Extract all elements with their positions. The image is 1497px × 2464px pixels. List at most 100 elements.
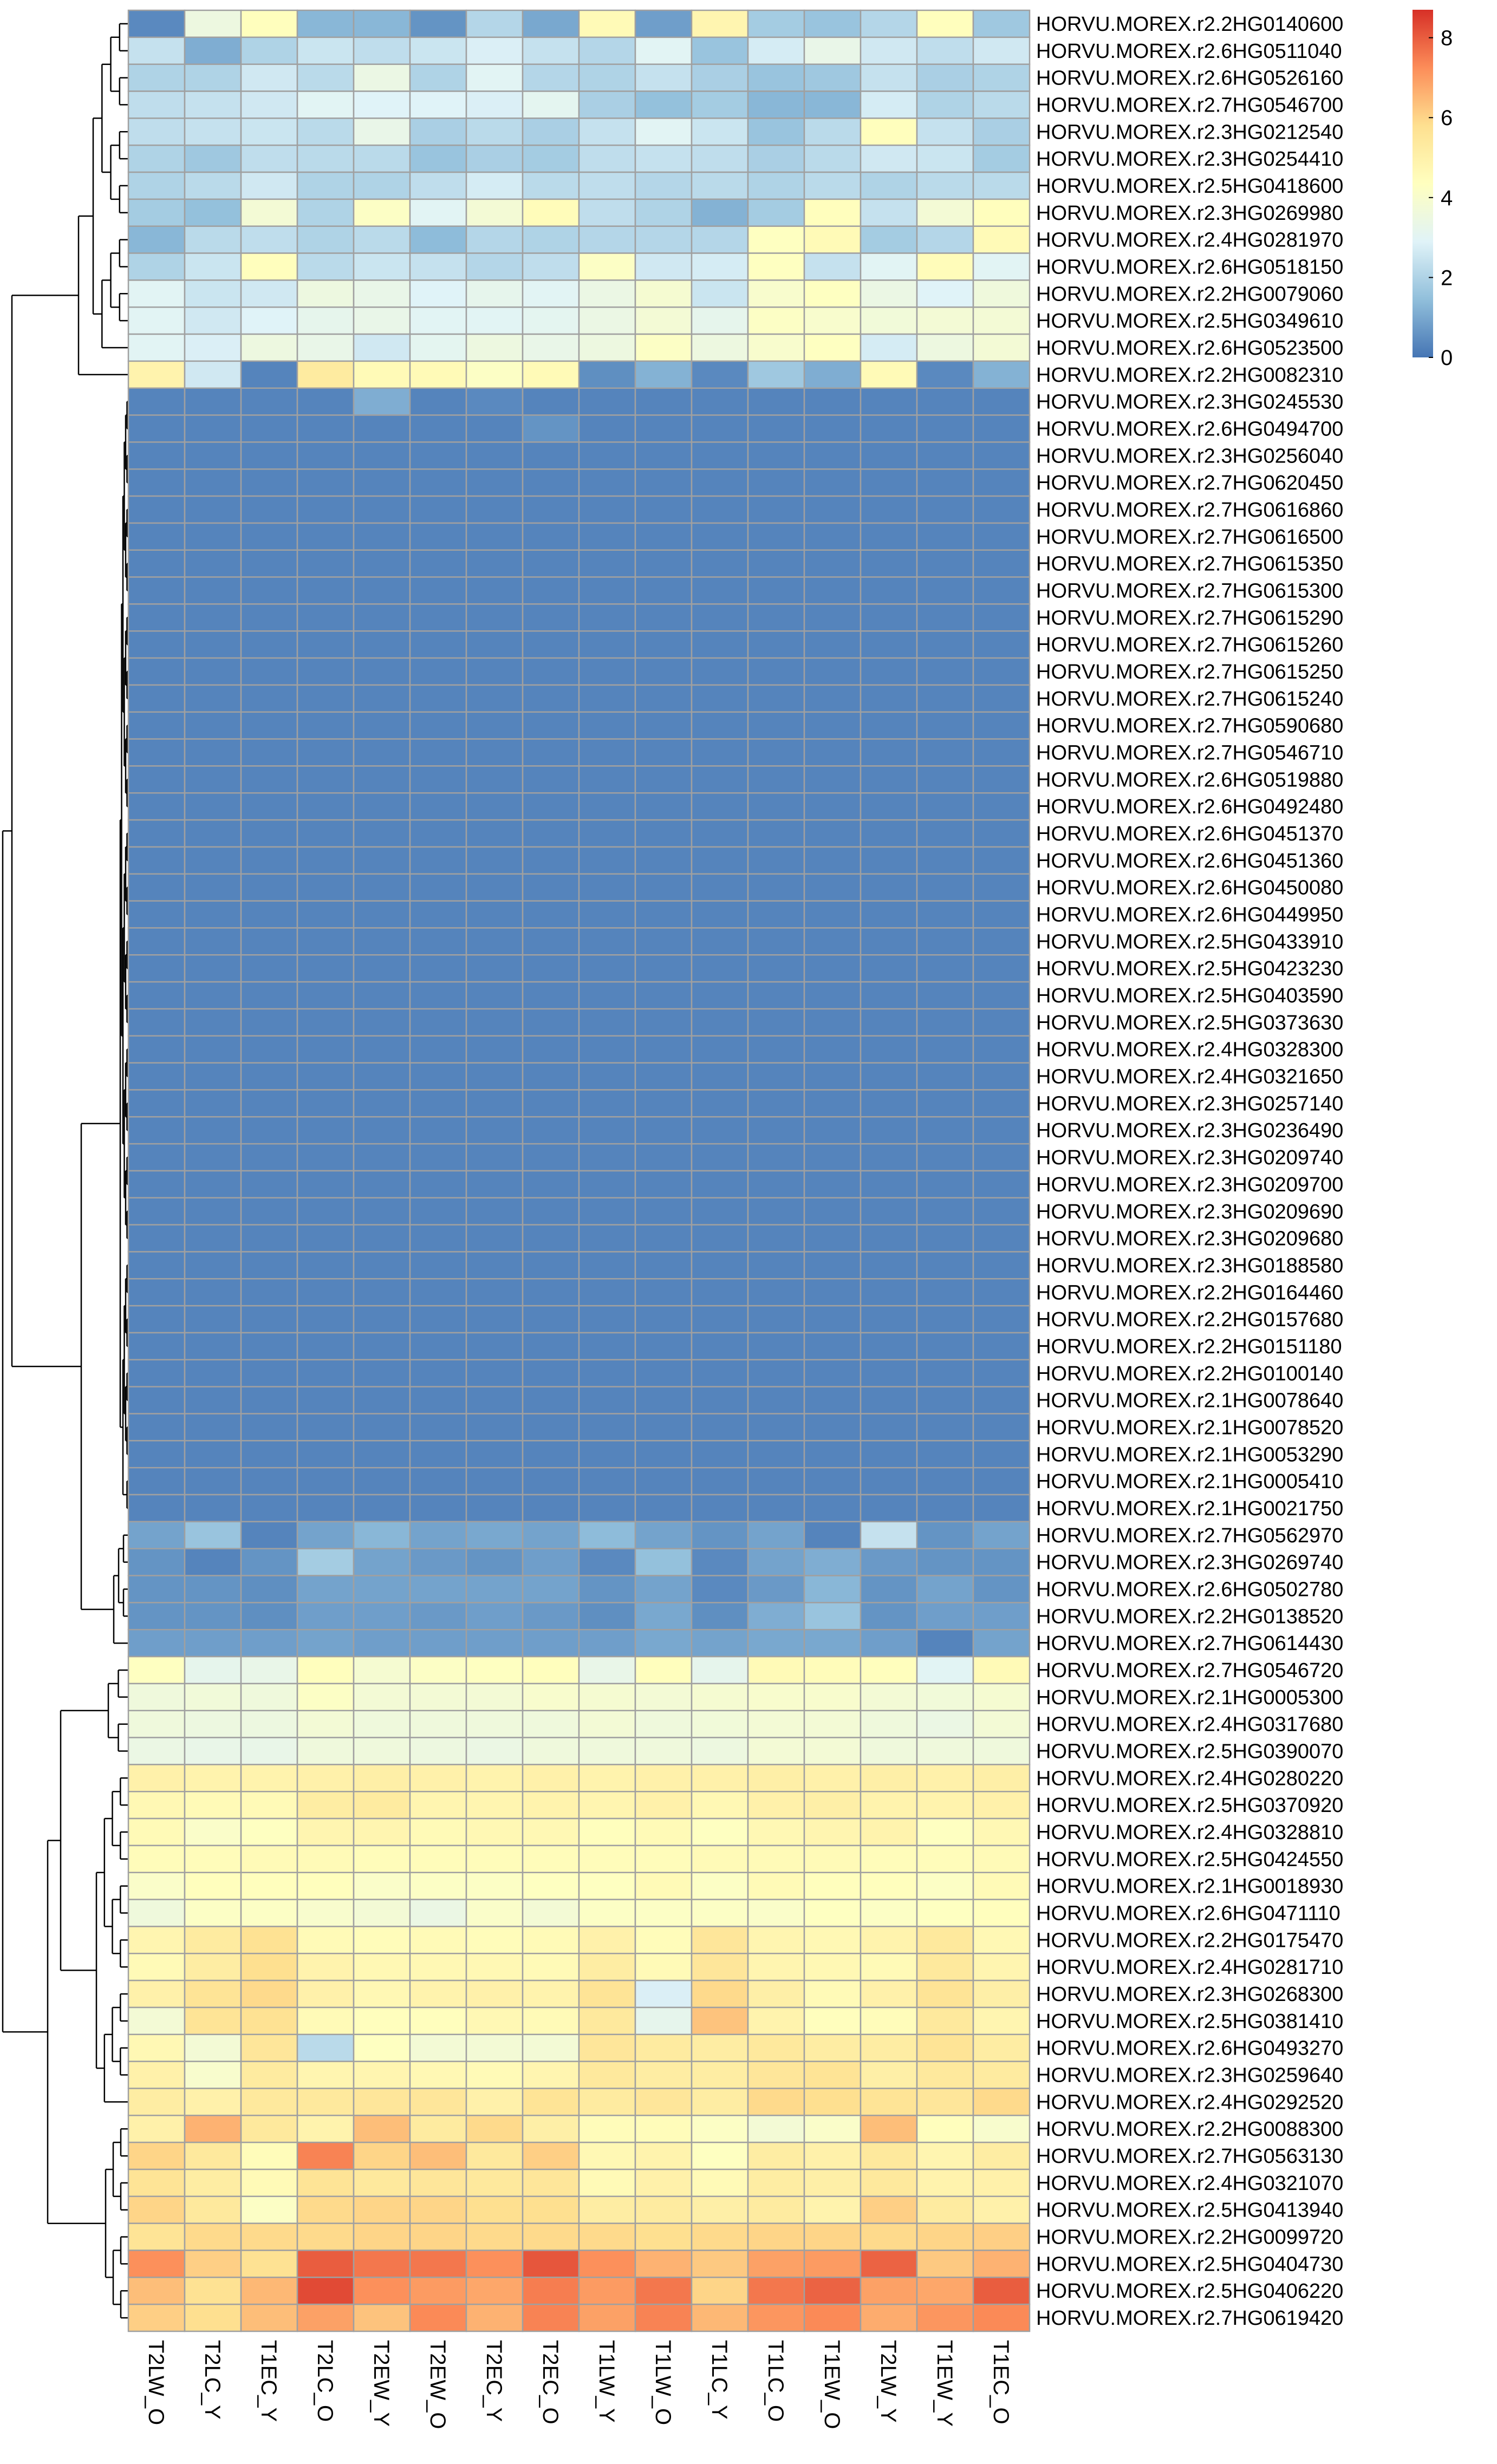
heatmap-cell (522, 2277, 580, 2305)
heatmap-cell (296, 873, 355, 902)
heatmap-cell (634, 171, 693, 200)
heatmap-cell (803, 1926, 862, 1954)
heatmap-cell (972, 927, 1031, 956)
heatmap-cell (240, 738, 298, 767)
heatmap-cell (353, 1413, 411, 1442)
heatmap-cell (803, 1844, 862, 1874)
heatmap-cell (691, 2168, 749, 2198)
heatmap-cell (522, 360, 580, 389)
heatmap-cell (578, 576, 636, 605)
heatmap-cell (634, 90, 693, 119)
heatmap-cell (353, 1251, 411, 1280)
heatmap-cell (578, 819, 636, 848)
legend-tick-label: 4 (1441, 186, 1453, 210)
heatmap-cell (634, 954, 693, 983)
heatmap-cell (634, 981, 693, 1010)
heatmap-cell (634, 1089, 693, 1118)
heatmap-cell (240, 981, 298, 1010)
heatmap-cell (127, 2277, 186, 2305)
heatmap-cell (409, 2141, 467, 2170)
heatmap-cell (184, 1764, 242, 1792)
heatmap-cell (465, 2222, 524, 2251)
heatmap-cell (803, 1979, 862, 2009)
heatmap-cell (409, 2088, 467, 2116)
heatmap-cell (972, 225, 1031, 254)
heatmap-cell (409, 1413, 467, 1442)
heatmap-cell (522, 1655, 580, 1685)
heatmap-cell (916, 1655, 974, 1685)
heatmap-cell (916, 765, 974, 794)
heatmap-cell (184, 1683, 242, 1711)
heatmap-cell (240, 2088, 298, 2116)
row-label: HORVU.MOREX.r2.3HG0269980 (1036, 202, 1343, 225)
heatmap-cell (803, 792, 862, 821)
heatmap-cell (803, 657, 862, 686)
heatmap-cell (803, 1278, 862, 1307)
heatmap-cell (747, 954, 805, 983)
heatmap-cell (972, 981, 1031, 1010)
heatmap-cell (240, 1494, 298, 1523)
heatmap-cell (353, 738, 411, 767)
heatmap-cell (860, 63, 918, 92)
heatmap-cell (240, 1197, 298, 1226)
heatmap-cell (465, 1062, 524, 1091)
heatmap-cell (409, 495, 467, 524)
heatmap-cell (409, 1278, 467, 1307)
heatmap-cell (578, 306, 636, 335)
heatmap-cell (240, 198, 298, 227)
heatmap-cell (296, 387, 355, 416)
heatmap-cell (465, 1710, 524, 1738)
heatmap-cell (353, 2168, 411, 2198)
heatmap-cell (296, 1008, 355, 1037)
heatmap-cell (803, 387, 862, 416)
heatmap-cell (353, 873, 411, 902)
heatmap-cell (578, 1872, 636, 1900)
heatmap-cell (803, 1872, 862, 1900)
heatmap-cell (127, 954, 186, 983)
heatmap-cell (296, 1899, 355, 1927)
heatmap-cell (803, 2195, 862, 2224)
heatmap-cell (634, 9, 693, 38)
heatmap-cell (747, 414, 805, 443)
row-label: HORVU.MOREX.r2.5HG0349610 (1036, 310, 1343, 333)
row-label: HORVU.MOREX.r2.6HG0511040 (1036, 40, 1342, 63)
heatmap-cell (972, 1737, 1031, 1765)
heatmap-cell (465, 2277, 524, 2305)
heatmap-cell (184, 1872, 242, 1900)
heatmap-cell (127, 846, 186, 875)
heatmap-cell (127, 2195, 186, 2224)
heatmap-cell (522, 1035, 580, 1064)
heatmap-cell (465, 819, 524, 848)
heatmap-cell (578, 2195, 636, 2224)
heatmap-cell (578, 603, 636, 632)
heatmap-cell (747, 2033, 805, 2062)
heatmap-cell (803, 765, 862, 794)
heatmap-cell (916, 2222, 974, 2251)
heatmap-cell (916, 576, 974, 605)
heatmap-cell (353, 1764, 411, 1792)
heatmap-cell (747, 1466, 805, 1496)
column-label: T2LC_O (313, 2340, 337, 2422)
heatmap-cell (916, 2250, 974, 2278)
heatmap-cell (691, 954, 749, 983)
heatmap-cell (522, 2250, 580, 2278)
heatmap-cell (916, 522, 974, 551)
heatmap-cell (184, 2141, 242, 2170)
heatmap-cell (353, 522, 411, 551)
row-label: HORVU.MOREX.r2.7HG0563130 (1036, 2145, 1343, 2168)
heatmap-cell (578, 495, 636, 524)
heatmap-cell (465, 1764, 524, 1792)
heatmap-cell (634, 1413, 693, 1442)
heatmap-cell (409, 414, 467, 443)
heatmap-cell (634, 1251, 693, 1280)
heatmap-cell (465, 360, 524, 389)
heatmap-cell (691, 657, 749, 686)
heatmap-cell (916, 414, 974, 443)
heatmap-cell (522, 1332, 580, 1361)
column-label: T2EW_Y (369, 2340, 393, 2427)
heatmap-cell (634, 657, 693, 686)
heatmap-cell (465, 9, 524, 38)
heatmap-cell (634, 576, 693, 605)
heatmap-cell (465, 2115, 524, 2143)
heatmap-cell (578, 2303, 636, 2332)
